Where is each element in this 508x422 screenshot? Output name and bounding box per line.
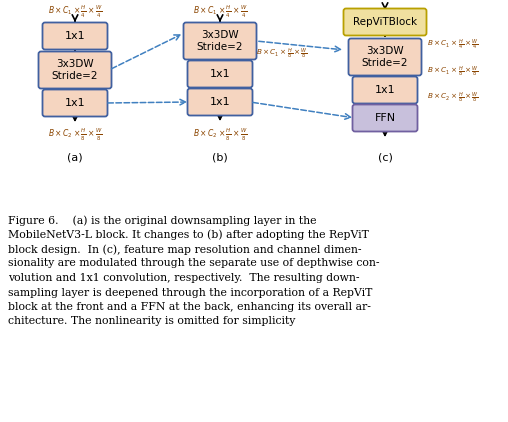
FancyBboxPatch shape — [343, 8, 427, 35]
FancyBboxPatch shape — [187, 60, 252, 87]
Text: block at the front and a FFN at the back, enhancing its overall ar-: block at the front and a FFN at the back… — [8, 302, 371, 312]
FancyBboxPatch shape — [43, 89, 108, 116]
Text: 1x1: 1x1 — [210, 69, 230, 79]
Text: $B\times C_2\times\frac{H}{8}\times\frac{W}{8}$: $B\times C_2\times\frac{H}{8}\times\frac… — [193, 127, 247, 143]
Text: (a): (a) — [67, 153, 83, 163]
Text: FFN: FFN — [374, 113, 396, 123]
Text: 3x3DW
Stride=2: 3x3DW Stride=2 — [52, 59, 98, 81]
Text: $B\times C_1\times\frac{H}{8}\times\frac{W}{8}$: $B\times C_1\times\frac{H}{8}\times\frac… — [427, 65, 479, 79]
Text: $B\times C_1\times\frac{H}{4}\times\frac{W}{4}$: $B\times C_1\times\frac{H}{4}\times\frac… — [427, 38, 479, 52]
FancyBboxPatch shape — [187, 89, 252, 116]
FancyBboxPatch shape — [39, 51, 111, 89]
Text: block design.  In (c), feature map resolution and channel dimen-: block design. In (c), feature map resolu… — [8, 244, 362, 254]
Text: MobileNetV3-L block. It changes to (b) after adopting the RepViT: MobileNetV3-L block. It changes to (b) a… — [8, 230, 369, 240]
Text: 1x1: 1x1 — [375, 85, 395, 95]
Text: (b): (b) — [212, 153, 228, 163]
Text: 1x1: 1x1 — [65, 98, 85, 108]
Text: (c): (c) — [377, 153, 393, 163]
Text: volution and 1x1 convolution, respectively.  The resulting down-: volution and 1x1 convolution, respective… — [8, 273, 360, 283]
Text: $B\times C_1\times\frac{H}{8}\times\frac{W}{8}$: $B\times C_1\times\frac{H}{8}\times\frac… — [256, 47, 308, 61]
Text: 1x1: 1x1 — [210, 97, 230, 107]
Text: sampling layer is deepened through the incorporation of a RepViT: sampling layer is deepened through the i… — [8, 287, 372, 298]
Text: sionality are modulated through the separate use of depthwise con-: sionality are modulated through the sepa… — [8, 259, 379, 268]
Text: 3x3DW
Stride=2: 3x3DW Stride=2 — [362, 46, 408, 68]
Text: $B\times C_1\times\frac{H}{4}\times\frac{W}{4}$: $B\times C_1\times\frac{H}{4}\times\frac… — [193, 4, 247, 20]
FancyBboxPatch shape — [353, 105, 418, 132]
FancyBboxPatch shape — [43, 22, 108, 49]
FancyBboxPatch shape — [353, 76, 418, 103]
Text: $B\times C_1\times\frac{H}{4}\times\frac{W}{4}$: $B\times C_1\times\frac{H}{4}\times\frac… — [48, 4, 103, 20]
Text: chitecture. The nonlinearity is omitted for simplicity: chitecture. The nonlinearity is omitted … — [8, 316, 295, 327]
Text: 3x3DW
Stride=2: 3x3DW Stride=2 — [197, 30, 243, 52]
Text: $B\times C_2\times\frac{H}{8}\times\frac{W}{8}$: $B\times C_2\times\frac{H}{8}\times\frac… — [427, 91, 479, 105]
Text: 1x1: 1x1 — [65, 31, 85, 41]
FancyBboxPatch shape — [183, 22, 257, 60]
Text: Figure 6.    (a) is the original downsampling layer in the: Figure 6. (a) is the original downsampli… — [8, 215, 316, 226]
FancyBboxPatch shape — [348, 38, 422, 76]
Text: $B\times C_2\times\frac{H}{8}\times\frac{W}{8}$: $B\times C_2\times\frac{H}{8}\times\frac… — [48, 127, 103, 143]
Text: RepViTBlock: RepViTBlock — [353, 17, 417, 27]
